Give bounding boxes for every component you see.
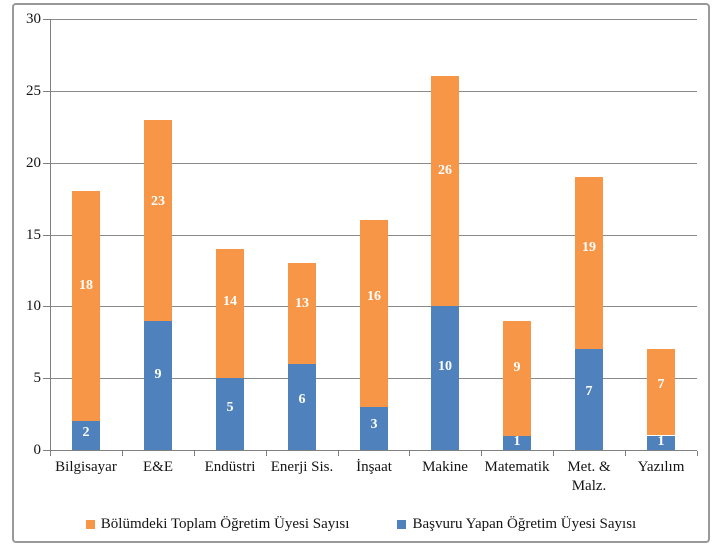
gridline	[50, 91, 697, 92]
x-category-label: Matematik	[484, 459, 550, 475]
y-tick-label: 5	[33, 370, 42, 386]
gridline	[50, 19, 697, 20]
x-tick	[122, 451, 123, 456]
x-tick	[697, 451, 698, 456]
y-tick	[43, 91, 50, 92]
y-tick-label: 15	[26, 227, 41, 243]
y-tick-label: 25	[26, 83, 41, 99]
x-tick	[481, 451, 482, 456]
bar-label-total: 14	[223, 294, 237, 309]
y-tick	[43, 450, 50, 451]
x-tick	[409, 451, 410, 456]
legend-item-applicants: Başvuru Yapan Öğretim Üyesi Sayısı	[397, 516, 636, 533]
bar-label-applicant: 7	[585, 384, 593, 399]
bar-label-applicant: 10	[438, 359, 452, 374]
gridline	[50, 163, 697, 164]
bar-label-total: 18	[79, 278, 93, 293]
y-tick	[43, 163, 50, 164]
bar-segment-total	[288, 263, 316, 364]
bar-label-applicant: 5	[226, 400, 234, 415]
y-tick-label: 10	[26, 298, 41, 314]
y-axis-line	[50, 19, 51, 451]
bar-segment-total	[360, 220, 388, 407]
y-tick	[43, 19, 50, 20]
bar-segment-applicant	[288, 364, 316, 450]
bar-segment-applicant	[503, 436, 531, 450]
y-tick	[43, 378, 50, 379]
x-tick	[625, 451, 626, 456]
x-category-label: Endüstri	[204, 459, 256, 475]
bar-label-applicant: 1	[657, 434, 665, 449]
legend-label-applicants: Başvuru Yapan Öğretim Üyesi Sayısı	[412, 515, 637, 532]
y-tick	[43, 306, 50, 307]
x-category-label: Met. & Malz.	[567, 459, 611, 494]
x-tick	[338, 451, 339, 456]
y-tick-label: 20	[26, 155, 41, 171]
x-tick	[50, 451, 51, 456]
chart-legend: Bölümdeki Toplam Öğretim Üyesi Sayısı Ba…	[12, 512, 710, 536]
bar-label-applicant: 2	[82, 425, 90, 440]
legend-marker-applicants-icon	[397, 519, 407, 529]
bar-label-applicant: 1	[513, 434, 521, 449]
bar-segment-total	[431, 76, 459, 306]
bar-label-total: 26	[438, 163, 452, 178]
bar-label-applicant: 9	[154, 367, 162, 382]
bar-segment-applicant	[647, 436, 675, 450]
bar-label-applicant: 6	[298, 392, 306, 407]
bar-segment-total	[647, 349, 675, 435]
x-category-label: Enerji Sis.	[270, 459, 334, 475]
bar-segment-total	[503, 321, 531, 436]
bar-segment-applicant	[72, 421, 100, 450]
legend-marker-total-icon	[85, 519, 95, 529]
x-tick	[553, 451, 554, 456]
legend-label-total: Bölümdeki Toplam Öğretim Üyesi Sayısı	[100, 515, 350, 532]
x-category-label: Bilgisayar	[55, 459, 117, 475]
y-tick-label: 0	[33, 442, 42, 458]
y-tick	[43, 235, 50, 236]
x-category-label: İnşaat	[356, 459, 392, 475]
bar-label-applicant: 3	[370, 417, 378, 432]
bar-segment-applicant	[575, 349, 603, 450]
bar-segment-applicant	[216, 378, 244, 450]
bar-segment-total	[216, 249, 244, 378]
bar-segment-applicant	[360, 407, 388, 450]
bar-label-total: 7	[657, 377, 665, 392]
x-tick	[194, 451, 195, 456]
bar-label-total: 19	[582, 240, 596, 255]
bar-label-total: 23	[151, 194, 165, 209]
bar-segment-total	[72, 191, 100, 421]
gridline	[50, 450, 697, 451]
bar-segment-applicant	[431, 306, 459, 450]
bar-segment-applicant	[144, 321, 172, 450]
x-tick	[266, 451, 267, 456]
bar-label-total: 13	[295, 296, 309, 311]
legend-item-total: Bölümdeki Toplam Öğretim Üyesi Sayısı	[85, 515, 350, 533]
bar-segment-total	[144, 120, 172, 321]
bar-label-total: 16	[367, 289, 381, 304]
x-category-label: Makine	[422, 459, 468, 475]
x-category-label: Yazılım	[637, 459, 685, 475]
x-category-label: E&E	[143, 459, 173, 475]
bar-segment-total	[575, 177, 603, 349]
y-tick-label: 30	[26, 11, 41, 27]
bar-label-total: 9	[513, 360, 521, 375]
